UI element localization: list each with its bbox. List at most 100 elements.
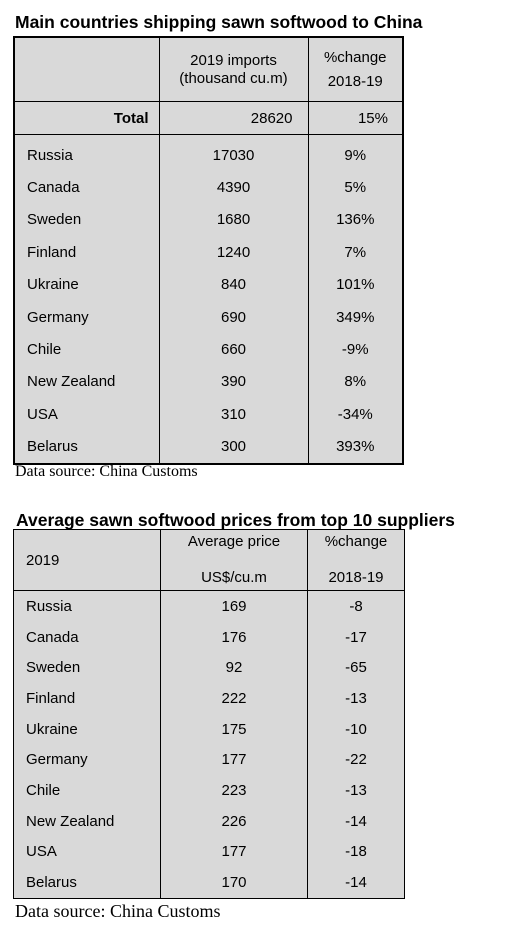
country-cell: Finland: [27, 243, 77, 261]
change-cell: -34%: [307, 398, 403, 431]
price-cell: 177: [160, 744, 308, 776]
table-row: Sweden 92 -65: [14, 652, 405, 684]
change-cell: -65: [307, 652, 405, 684]
change-cell: 349%: [307, 300, 403, 334]
header-price: Average price US$/cu.m: [160, 529, 308, 591]
change-cell: 393%: [307, 430, 403, 464]
change-cell: 136%: [307, 203, 403, 237]
price-cell: 92: [160, 652, 308, 684]
imports-cell: 660: [158, 333, 308, 366]
change-cell: -9%: [307, 333, 403, 366]
table2-source: Data source: China Customs: [15, 901, 221, 921]
header-change-line2: 2018-19: [328, 569, 384, 586]
price-cell: 175: [160, 713, 308, 745]
country-cell: Ukraine: [27, 276, 79, 294]
table-row: Russia 17030 9%: [14, 134, 403, 172]
header-price-line1: Average price: [187, 533, 281, 550]
table-row: Ukraine 175 -10: [14, 713, 405, 745]
imports-table: 2019 imports (thousand cu.m) %change 201…: [13, 36, 404, 465]
header-empty-cell: [14, 37, 159, 102]
table1-title: Main countries shipping sawn softwood to…: [15, 12, 423, 32]
table-row: Germany 690 349%: [14, 300, 403, 334]
imports-cell: 1240: [158, 236, 308, 269]
change-cell: -22: [307, 744, 405, 776]
change-cell: -17: [307, 621, 405, 653]
country-cell: Germany: [26, 751, 88, 769]
imports-cell: 310: [158, 398, 308, 431]
country-cell: Russia: [26, 597, 72, 615]
total-label: Total: [14, 101, 159, 135]
total-change: 15%: [307, 101, 403, 135]
table2-title: Average sawn softwood prices from top 10…: [16, 510, 455, 530]
header-change-line2: 2018-19: [327, 72, 383, 90]
prices-table-header: 2019 Average price US$/cu.m %change 2018…: [13, 529, 405, 591]
change-cell: -8: [307, 590, 405, 622]
country-cell: Sweden: [26, 659, 81, 677]
country-cell: Canada: [26, 628, 79, 646]
imports-cell: 840: [158, 268, 308, 301]
table-row: Russia 169 -8: [14, 590, 405, 622]
country-cell: Ukraine: [26, 720, 78, 738]
change-cell: -14: [307, 867, 405, 899]
header-change: %change 2018-19: [307, 37, 403, 102]
table-row: New Zealand 390 8%: [14, 365, 403, 399]
price-cell: 226: [160, 805, 308, 837]
change-cell: 5%: [307, 171, 403, 204]
change-cell: 7%: [307, 236, 403, 269]
country-cell: Sweden: [27, 211, 82, 229]
country-cell: Germany: [27, 308, 89, 326]
imports-cell: 4390: [158, 171, 308, 204]
table-row: Finland 1240 7%: [14, 236, 403, 269]
table-row: Belarus 300 393%: [14, 430, 403, 464]
table-row: Ukraine 840 101%: [14, 268, 403, 301]
total-imports: 28620: [158, 101, 308, 135]
change-cell: 8%: [307, 365, 403, 399]
header-change-line1: %change: [324, 533, 388, 550]
table-row: USA 177 -18: [14, 836, 405, 868]
country-cell: Russia: [27, 146, 73, 164]
price-cell: 222: [160, 683, 308, 714]
country-cell: USA: [26, 843, 57, 861]
table-row: New Zealand 226 -14: [14, 805, 405, 837]
table-row: Sweden 1680 136%: [14, 203, 403, 237]
country-cell: Belarus: [26, 874, 77, 892]
table1-source: Data source: China Customs: [15, 463, 198, 480]
country-cell: Belarus: [27, 438, 78, 456]
total-row: Total 28620 15%: [14, 101, 403, 135]
price-cell: 170: [160, 867, 308, 899]
country-cell: USA: [27, 405, 58, 423]
header-change: %change 2018-19: [307, 529, 405, 591]
header-imports-line1: 2019 imports: [190, 51, 277, 69]
country-cell: New Zealand: [27, 373, 116, 391]
change-cell: -13: [307, 775, 405, 806]
table-row: Canada 4390 5%: [14, 171, 403, 204]
imports-cell: 690: [158, 300, 308, 334]
table-row: Belarus 170 -14: [14, 867, 405, 899]
header-change-line1: %change: [323, 48, 387, 66]
prices-table: 2019 Average price US$/cu.m %change 2018…: [13, 529, 405, 899]
header-imports: 2019 imports (thousand cu.m): [158, 37, 308, 102]
price-cell: 223: [160, 775, 308, 806]
table-row: Chile 223 -13: [14, 775, 405, 806]
price-cell: 176: [160, 621, 308, 653]
table-row: Finland 222 -13: [14, 683, 405, 714]
change-cell: -13: [307, 683, 405, 714]
imports-table-header: 2019 imports (thousand cu.m) %change 201…: [14, 37, 403, 102]
country-cell: Finland: [26, 689, 76, 707]
header-imports-line2: (thousand cu.m): [179, 69, 288, 87]
price-cell: 169: [160, 590, 308, 622]
imports-cell: 17030: [158, 134, 308, 172]
header-price-line2: US$/cu.m: [201, 569, 267, 586]
country-cell: Chile: [26, 781, 61, 799]
imports-cell: 300: [158, 430, 308, 464]
price-cell: 177: [160, 836, 308, 868]
change-cell: 101%: [307, 268, 403, 301]
change-cell: -18: [307, 836, 405, 868]
country-cell: New Zealand: [26, 812, 115, 830]
table-row: Germany 177 -22: [14, 744, 405, 776]
table-row: Canada 176 -17: [14, 621, 405, 653]
header-year: 2019: [13, 529, 161, 591]
country-cell: Canada: [27, 179, 80, 197]
imports-cell: 390: [158, 365, 308, 399]
table-row: Chile 660 -9%: [14, 333, 403, 366]
